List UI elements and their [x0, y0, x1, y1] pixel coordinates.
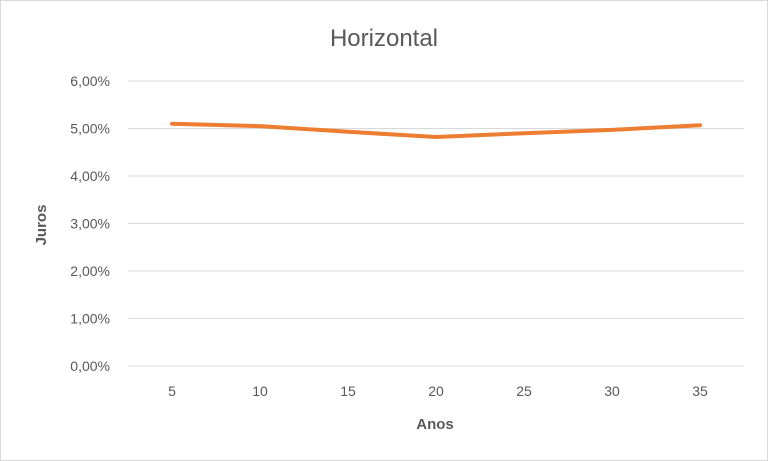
gridlines [128, 80, 744, 367]
y-tick-label: 1,00% [70, 311, 110, 327]
series-lines [170, 121, 702, 139]
chart-title: Horizontal [330, 25, 438, 52]
y-tick-label: 5,00% [70, 121, 110, 137]
x-tick-label: 5 [168, 383, 176, 399]
x-tick-label: 10 [252, 383, 268, 399]
y-tick-label: 6,00% [70, 73, 110, 89]
y-axis-ticks: 0,00% 1,00% 2,00% 3,00% 4,00% 5,00% 6,00% [70, 73, 110, 374]
y-axis-title: Juros [33, 205, 50, 246]
x-axis-ticks: 5 10 15 20 25 30 35 [168, 383, 708, 399]
y-tick-label: 0,00% [70, 358, 110, 374]
x-tick-label: 15 [340, 383, 356, 399]
x-tick-label: 25 [516, 383, 532, 399]
x-tick-label: 20 [428, 383, 444, 399]
y-tick-label: 3,00% [70, 216, 110, 232]
x-tick-label: 30 [604, 383, 620, 399]
x-axis-title: Anos [416, 416, 454, 433]
y-tick-label: 4,00% [70, 168, 110, 184]
y-tick-label: 2,00% [70, 263, 110, 279]
x-tick-label: 35 [692, 383, 708, 399]
series-line [170, 121, 702, 139]
